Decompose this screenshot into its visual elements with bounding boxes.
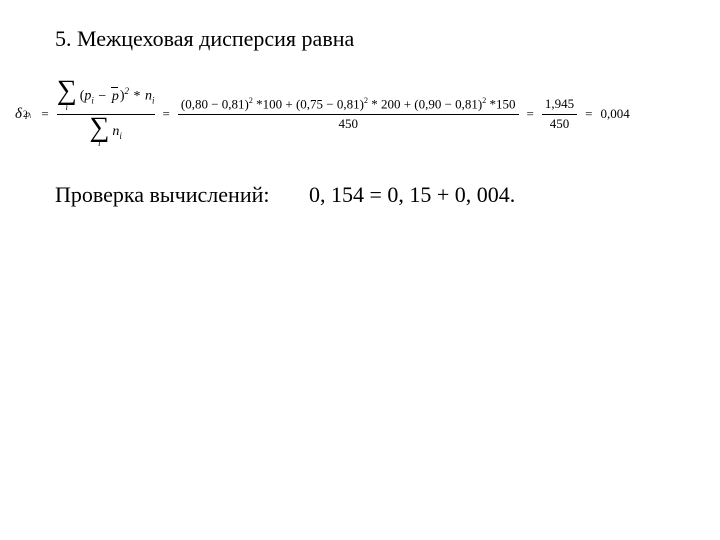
definition-denominator: ∑ i ni: [89, 117, 121, 148]
reduced-denominator: 450: [547, 116, 573, 132]
formula-definition-fraction: ∑ i (pi − p)2 * ni ∑ i ni: [57, 80, 155, 148]
delta-sub: pᵢ: [25, 109, 31, 119]
numeric-fraction: (0,80 − 0,81)2 *100 + (0,75 − 0,81)2 * 2…: [178, 96, 519, 132]
page: 5. Межцеховая дисперсия равна δ2pᵢ = ∑ i…: [0, 0, 720, 540]
delta-symbol: δ: [15, 106, 22, 123]
equals-sign: =: [161, 106, 172, 122]
equals-sign: =: [39, 106, 50, 122]
denominator-expression: ni: [112, 124, 122, 141]
verification-label: Проверка вычислений:: [55, 182, 269, 208]
dispersion-formula: δ2pᵢ = ∑ i (pi − p)2 * ni ∑ i: [15, 80, 700, 148]
formula-result: 0,004: [600, 106, 629, 122]
equals-sign: =: [525, 106, 536, 122]
reduced-fraction: 1,945 450: [542, 96, 577, 132]
sigma-icon: ∑ i: [89, 117, 109, 148]
definition-numerator: ∑ i (pi − p)2 * ni: [57, 80, 155, 111]
equals-sign: =: [583, 106, 594, 122]
section-title: 5. Межцеховая дисперсия равна: [55, 26, 700, 52]
numeric-numerator: (0,80 − 0,81)2 *100 + (0,75 − 0,81)2 * 2…: [178, 96, 519, 113]
verification-equation: 0, 154 = 0, 15 + 0, 004.: [309, 182, 515, 208]
fraction-bar: [542, 114, 577, 115]
verification-row: Проверка вычислений: 0, 154 = 0, 15 + 0,…: [55, 182, 700, 208]
reduced-numerator: 1,945: [542, 96, 577, 112]
numerator-expression: (pi − p)2 * ni: [80, 86, 155, 105]
sigma-icon: ∑ i: [57, 80, 77, 111]
fraction-bar: [178, 114, 519, 115]
formula-lhs: δ2pᵢ: [15, 106, 33, 123]
numeric-denominator: 450: [335, 116, 361, 132]
